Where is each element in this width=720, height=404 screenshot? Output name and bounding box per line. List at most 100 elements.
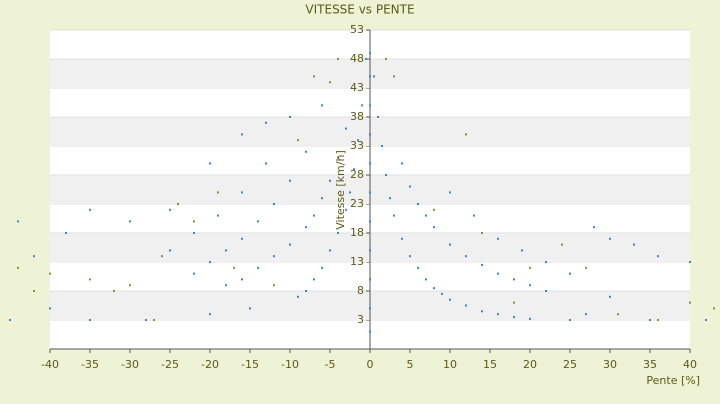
point — [113, 290, 115, 292]
point — [313, 214, 315, 217]
point — [609, 237, 611, 240]
point — [297, 139, 299, 142]
point — [337, 58, 339, 60]
point — [369, 75, 371, 78]
point — [393, 214, 395, 217]
point — [17, 220, 19, 223]
point — [465, 255, 467, 258]
point — [209, 313, 211, 316]
point — [329, 249, 331, 252]
point — [321, 104, 323, 107]
point — [33, 255, 35, 258]
point — [225, 249, 227, 252]
point — [313, 278, 315, 281]
x-tick-label: -40 — [41, 358, 59, 371]
point — [385, 58, 387, 60]
point — [425, 214, 427, 217]
x-tick-label: 15 — [483, 358, 497, 371]
point — [17, 266, 19, 269]
point — [193, 232, 195, 234]
y-tick-label: 3 — [357, 313, 364, 326]
y-tick-label: 8 — [357, 284, 364, 297]
point — [217, 214, 219, 217]
point — [129, 220, 131, 223]
point — [169, 208, 171, 211]
x-tick-label: 35 — [643, 358, 657, 371]
point — [249, 307, 251, 310]
point — [569, 272, 571, 275]
point — [241, 191, 243, 194]
point — [169, 249, 171, 252]
x-tick-label: -15 — [241, 358, 259, 371]
y-tick-label: 28 — [350, 168, 364, 181]
point — [345, 208, 347, 211]
y-tick-label: 53 — [350, 23, 364, 36]
point — [369, 104, 371, 107]
point — [441, 292, 443, 295]
point — [401, 237, 403, 240]
point — [365, 58, 367, 60]
point — [417, 266, 419, 269]
point — [497, 272, 499, 275]
point — [449, 191, 451, 194]
point — [193, 220, 195, 223]
point — [465, 304, 467, 307]
point — [233, 266, 235, 269]
y-tick-label: 33 — [350, 139, 364, 152]
point — [297, 295, 299, 298]
point — [465, 133, 467, 136]
point — [657, 319, 659, 321]
x-tick-label: 20 — [523, 358, 537, 371]
y-axis-label: Vitesse [km/h] — [334, 150, 347, 230]
point — [273, 284, 275, 287]
point — [369, 330, 371, 333]
x-tick-label: -5 — [325, 358, 336, 371]
point — [497, 237, 499, 240]
point — [569, 319, 571, 321]
point — [417, 203, 419, 205]
point — [369, 133, 371, 136]
point — [561, 243, 563, 246]
point — [389, 197, 391, 200]
point — [409, 255, 411, 258]
point — [349, 191, 351, 194]
point — [393, 75, 395, 78]
point — [529, 317, 531, 320]
point — [433, 208, 435, 211]
point — [305, 226, 307, 229]
y-tick-label: 23 — [350, 197, 364, 210]
point — [353, 168, 355, 171]
point — [193, 272, 195, 275]
point — [89, 278, 91, 281]
point — [377, 116, 379, 118]
point — [633, 243, 635, 246]
point — [345, 127, 347, 130]
point — [257, 220, 259, 223]
point — [401, 162, 403, 165]
point — [129, 284, 131, 287]
point — [409, 185, 411, 188]
point — [481, 232, 483, 234]
point — [473, 214, 475, 217]
point — [425, 278, 427, 281]
point — [545, 261, 547, 263]
point — [369, 220, 371, 223]
point — [529, 284, 531, 287]
y-tick-label: 48 — [350, 52, 364, 65]
point — [305, 290, 307, 292]
point — [49, 272, 51, 275]
x-tick-label: -10 — [281, 358, 299, 371]
point — [65, 232, 67, 234]
point — [529, 266, 531, 269]
x-tick-label: 10 — [443, 358, 457, 371]
point — [289, 243, 291, 246]
point — [361, 104, 363, 107]
x-tick-label: 0 — [367, 358, 374, 371]
point — [209, 162, 211, 165]
point — [369, 278, 371, 281]
point — [373, 75, 375, 78]
point — [513, 278, 515, 281]
point — [617, 313, 619, 316]
point — [369, 249, 371, 252]
